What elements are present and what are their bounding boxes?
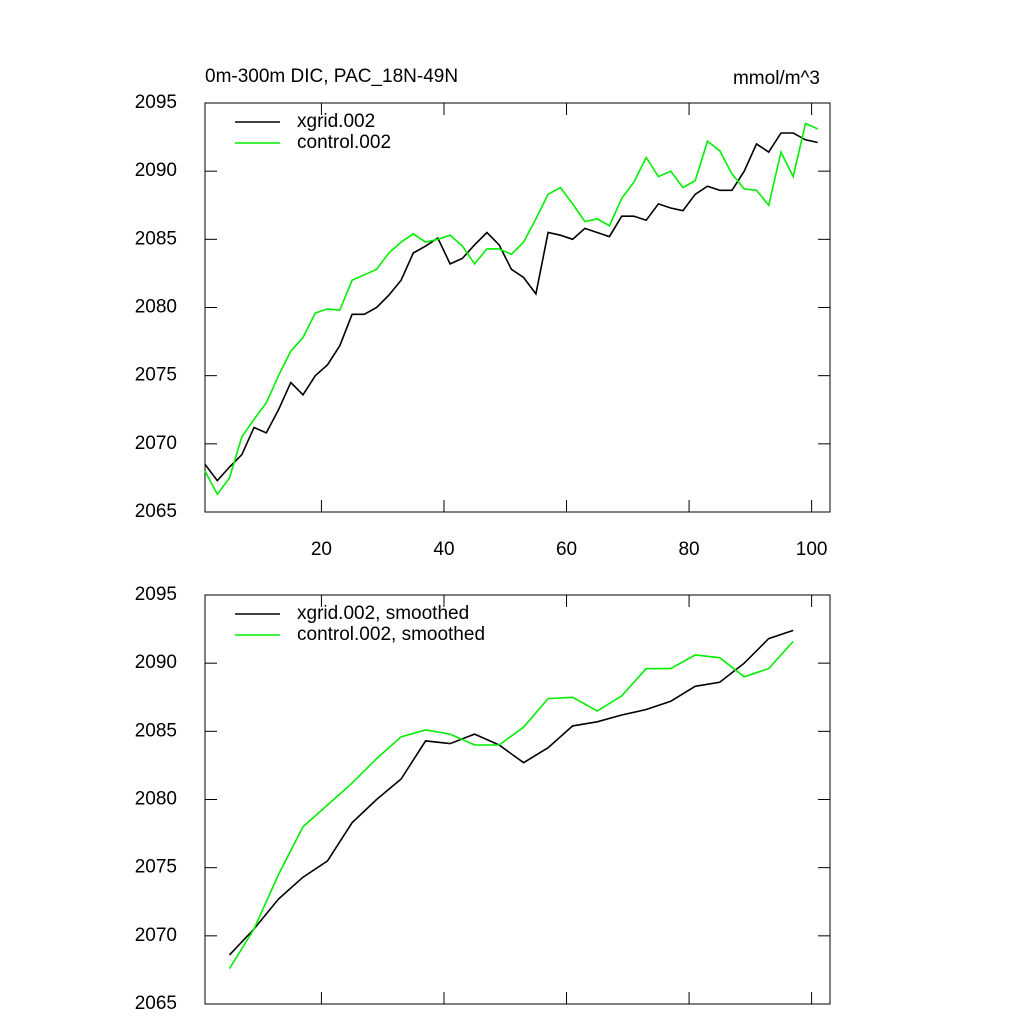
y-tick-label: 2075 (135, 857, 177, 878)
y-tick-label: 2080 (135, 297, 177, 318)
y-tick-label: 2080 (135, 789, 177, 810)
x-tick-label: 40 (433, 539, 454, 560)
y-tick-label: 2085 (135, 720, 177, 741)
legend-label: xgrid.002, smoothed (297, 603, 469, 624)
units-label: mmol/m^3 (733, 68, 820, 89)
y-tick-label: 2095 (135, 584, 177, 605)
x-tick-label: 100 (796, 539, 828, 560)
series-line (228, 640, 794, 970)
legend-label: control.002, smoothed (297, 624, 485, 645)
y-tick-label: 2075 (135, 365, 177, 386)
x-tick-label: 60 (556, 539, 577, 560)
series-line (228, 629, 794, 956)
series-line (204, 122, 819, 496)
y-tick-label: 2065 (135, 501, 177, 522)
x-tick-label: 20 (311, 539, 332, 560)
chart-title: 0m-300m DIC, PAC_18N-49N (205, 66, 458, 87)
y-tick-label: 2070 (135, 925, 177, 946)
y-tick-label: 2085 (135, 228, 177, 249)
legend-label: control.002 (297, 132, 391, 153)
plot-frame (204, 594, 831, 1005)
y-tick-label: 2095 (135, 92, 177, 113)
series-line (204, 132, 818, 482)
plot-frame (204, 102, 831, 513)
x-tick-label: 80 (678, 539, 699, 560)
y-tick-label: 2065 (135, 993, 177, 1014)
legend-label: xgrid.002 (297, 111, 375, 132)
y-tick-label: 2070 (135, 433, 177, 454)
y-tick-label: 2090 (135, 652, 177, 673)
y-tick-label: 2090 (135, 160, 177, 181)
